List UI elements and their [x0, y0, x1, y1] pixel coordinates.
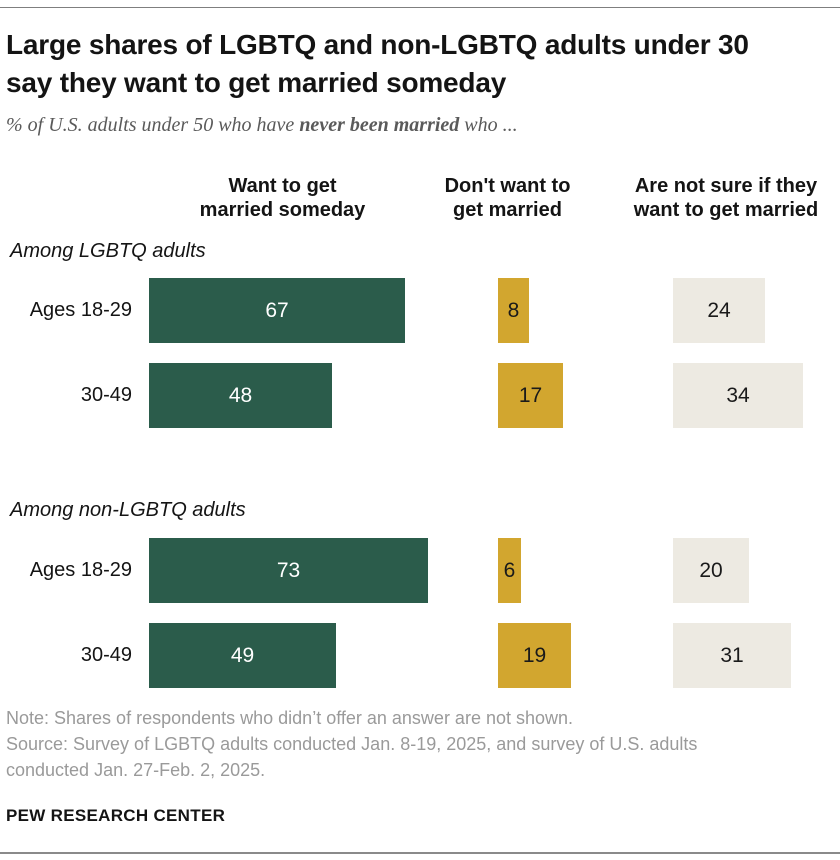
- chart-title: Large shares of LGBTQ and non-LGBTQ adul…: [6, 26, 836, 102]
- chart-title-line-1: Large shares of LGBTQ and non-LGBTQ adul…: [6, 29, 749, 60]
- bar-value: 67: [265, 298, 289, 322]
- bar-not-sure: 24: [673, 278, 765, 343]
- subtitle-suffix: who ...: [459, 114, 518, 136]
- row-label: 30-49: [80, 644, 132, 666]
- column-header-line: married someday: [199, 199, 366, 221]
- row-label: Ages 18-29: [29, 299, 132, 321]
- bar-not-sure: 31: [673, 623, 791, 688]
- column-header-want-married: Want to get married someday: [150, 174, 415, 222]
- column-header-line: Don't want to: [444, 175, 571, 197]
- bar-row-lgbtq-18-29: Ages 18-29 67 8 24: [0, 278, 840, 343]
- bar-value: 24: [707, 298, 731, 322]
- bar-want-married: 73: [149, 538, 428, 603]
- row-label: Ages 18-29: [29, 559, 132, 581]
- column-header-line: Are not sure if they: [634, 175, 818, 197]
- bottom-divider: [0, 852, 840, 854]
- column-header-line: get married: [453, 199, 562, 221]
- bar-value: 31: [720, 643, 744, 667]
- bar-want-married: 49: [149, 623, 336, 688]
- top-divider: [0, 7, 840, 8]
- bar-dont-want: 6: [498, 538, 521, 603]
- column-header-line: want to get married: [633, 199, 819, 221]
- bar-not-sure: 20: [673, 538, 749, 603]
- bar-value: 20: [699, 558, 723, 582]
- chart-subtitle: % of U.S. adults under 50 who have never…: [6, 114, 826, 137]
- source-text-line-2: conducted Jan. 27-Feb. 2, 2025.: [6, 760, 266, 780]
- chart-title-line-2: say they want to get married someday: [6, 67, 507, 98]
- subtitle-emphasis: never been married: [299, 114, 460, 136]
- note-text: Note: Shares of respondents who didn’t o…: [6, 708, 574, 728]
- bar-want-married: 48: [149, 363, 332, 428]
- bar-value: 73: [276, 558, 301, 582]
- bar-row-non-lgbtq-30-49: 30-49 49 19 31: [0, 623, 840, 688]
- column-header-not-sure: Are not sure if they want to get married: [612, 174, 840, 222]
- bar-value: 49: [230, 643, 255, 667]
- bar-value: 8: [507, 298, 520, 322]
- bar-row-lgbtq-30-49: 30-49 48 17 34: [0, 363, 840, 428]
- bar-dont-want: 8: [498, 278, 529, 343]
- bar-value: 6: [503, 558, 516, 582]
- source-text-line-1: Source: Survey of LGBTQ adults conducted…: [6, 734, 698, 754]
- bar-value: 48: [228, 383, 253, 407]
- pew-research-center-logo-text: PEW RESEARCH CENTER: [6, 806, 226, 825]
- bar-want-married: 67: [149, 278, 405, 343]
- footnotes: Note: Shares of respondents who didn’t o…: [6, 705, 826, 783]
- column-header-dont-want: Don't want to get married: [410, 174, 605, 222]
- subtitle-prefix: % of U.S. adults under 50 who have: [6, 114, 300, 136]
- bar-value: 34: [726, 383, 750, 407]
- bar-row-non-lgbtq-18-29: Ages 18-29 73 6 20: [0, 538, 840, 603]
- row-label: 30-49: [80, 384, 132, 406]
- group-label-lgbtq: Among LGBTQ adults: [10, 240, 206, 262]
- column-header-line: Want to get: [228, 175, 337, 197]
- group-label-non-lgbtq: Among non-LGBTQ adults: [10, 499, 246, 521]
- bar-dont-want: 17: [498, 363, 563, 428]
- bar-dont-want: 19: [498, 623, 571, 688]
- bar-value: 19: [522, 643, 547, 667]
- bar-value: 17: [518, 383, 543, 407]
- bar-not-sure: 34: [673, 363, 803, 428]
